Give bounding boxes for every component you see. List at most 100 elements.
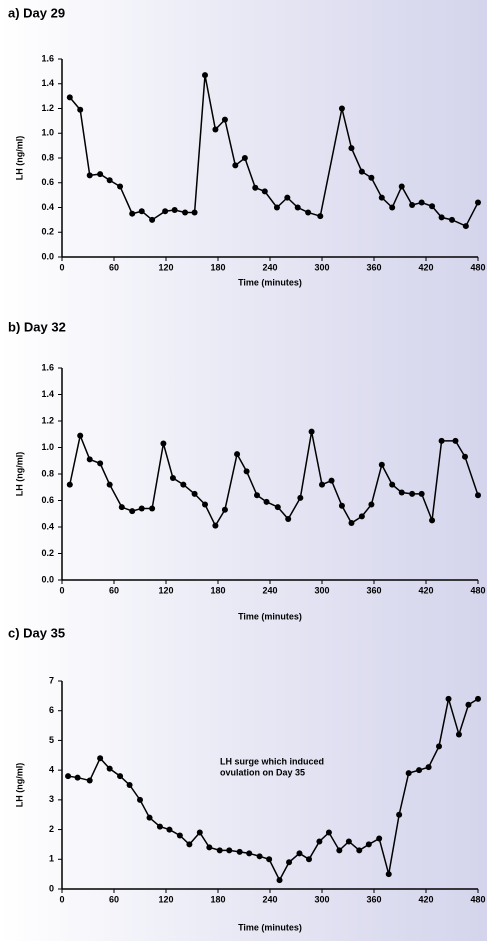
data-point xyxy=(252,184,259,191)
data-point xyxy=(97,460,104,467)
annotation: ovulation on Day 35 xyxy=(220,767,305,777)
x-tick-label: 120 xyxy=(158,262,173,272)
data-point xyxy=(263,498,270,505)
data-point xyxy=(376,835,383,842)
data-point xyxy=(171,206,178,213)
data-point xyxy=(319,481,325,488)
data-point xyxy=(254,492,260,499)
x-tick-label: 360 xyxy=(366,585,381,595)
y-tick-label: 3 xyxy=(49,794,54,804)
data-point xyxy=(149,505,156,512)
y-tick-label: 0.0 xyxy=(41,574,54,584)
y-tick-label: 1.4 xyxy=(41,78,54,88)
data-point xyxy=(449,216,455,223)
data-point xyxy=(106,765,113,772)
data-point xyxy=(273,204,280,211)
data-point xyxy=(465,701,472,708)
data-line xyxy=(67,698,479,882)
data-point xyxy=(129,508,136,515)
y-axis-label: LH (ng/ml) xyxy=(14,452,24,497)
data-point xyxy=(338,105,345,112)
x-tick-label: 60 xyxy=(109,262,119,272)
data-point xyxy=(297,494,304,501)
data-point xyxy=(365,841,372,848)
y-tick-label: 0.2 xyxy=(41,227,54,237)
data-point xyxy=(276,877,283,884)
panel: a) Day 29 0.0 0.2 0.4 0.6 0.8 1.0 1.2 1.4 1.6 0 60 1… xyxy=(8,5,486,287)
data-point xyxy=(418,490,425,497)
data-point xyxy=(378,461,385,468)
data-point xyxy=(316,838,323,845)
data-point xyxy=(191,209,198,216)
data-point xyxy=(160,440,167,447)
data-point xyxy=(117,773,124,780)
data-point xyxy=(405,770,412,777)
data-point xyxy=(285,516,292,523)
data-point xyxy=(475,492,481,499)
y-tick-label: 0.4 xyxy=(41,202,54,212)
x-tick-label: 240 xyxy=(262,894,277,904)
y-tick-label: 4 xyxy=(49,765,54,775)
data-point xyxy=(418,199,425,206)
data-point xyxy=(234,451,241,458)
y-axis-label: LH (ng/ml) xyxy=(14,763,24,808)
data-line xyxy=(69,431,479,528)
data-point xyxy=(429,517,436,524)
data-point xyxy=(256,853,263,860)
y-tick-label: 1.2 xyxy=(41,103,54,113)
data-point xyxy=(129,210,136,217)
x-tick-label: 180 xyxy=(210,262,225,272)
data-point xyxy=(336,847,343,854)
data-point xyxy=(138,208,145,215)
data-point xyxy=(389,204,396,211)
data-point xyxy=(212,522,219,529)
data-point xyxy=(66,94,73,101)
data-point xyxy=(221,506,228,513)
data-point xyxy=(455,731,462,738)
data-point xyxy=(176,832,183,839)
data-point xyxy=(180,481,187,488)
y-tick-label: 0.8 xyxy=(41,152,54,162)
data-point xyxy=(216,847,223,854)
data-point xyxy=(146,814,153,821)
data-point xyxy=(452,437,459,444)
data-point xyxy=(206,844,213,851)
data-point xyxy=(356,847,363,854)
x-axis-label: Time (minutes) xyxy=(238,922,302,932)
data-point xyxy=(166,826,173,833)
data-point xyxy=(137,796,143,803)
data-point xyxy=(117,183,124,190)
data-point xyxy=(368,174,375,181)
data-point xyxy=(266,856,273,863)
annotation: LH surge which induced xyxy=(220,756,324,766)
data-point xyxy=(462,453,468,460)
data-point xyxy=(317,213,324,220)
data-point xyxy=(196,829,203,836)
y-tick-label: 2 xyxy=(49,824,54,834)
data-point xyxy=(118,504,125,511)
y-tick-label: 0.6 xyxy=(41,495,54,505)
data-point xyxy=(126,782,133,788)
data-point xyxy=(378,194,385,201)
data-point xyxy=(97,171,104,178)
data-point xyxy=(425,764,432,771)
data-point xyxy=(358,168,365,175)
data-point xyxy=(438,437,445,444)
x-tick-label: 300 xyxy=(314,585,329,595)
x-tick-label: 240 xyxy=(262,262,277,272)
data-point xyxy=(191,490,198,497)
data-point xyxy=(261,188,268,195)
data-point xyxy=(243,468,250,475)
data-point xyxy=(409,202,416,209)
x-tick-label: 0 xyxy=(59,585,64,595)
data-point xyxy=(156,823,163,830)
data-point xyxy=(398,489,405,496)
data-point xyxy=(475,199,481,206)
data-point xyxy=(274,504,281,511)
y-tick-label: 1.2 xyxy=(41,415,54,425)
y-tick-label: 1.0 xyxy=(41,128,54,138)
data-point xyxy=(306,856,312,863)
data-point xyxy=(86,456,93,463)
